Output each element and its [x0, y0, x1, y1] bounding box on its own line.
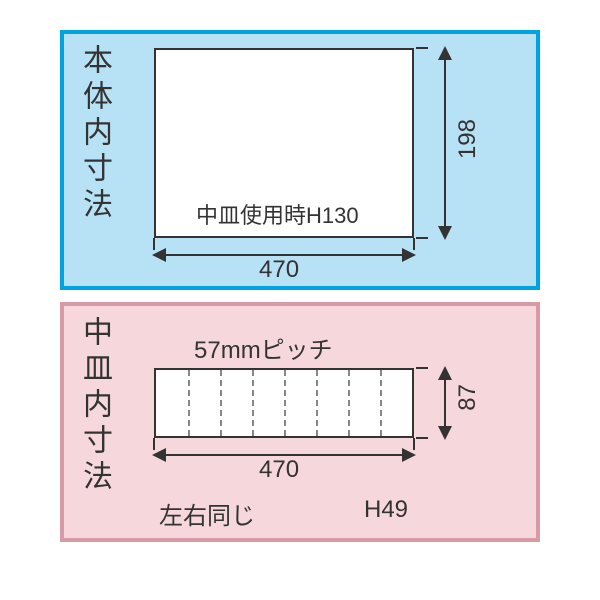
tick [413, 438, 415, 450]
tick [416, 437, 428, 439]
height-arrow [444, 368, 446, 438]
tick [413, 238, 415, 250]
panel-title: 本体内寸法 [72, 44, 116, 224]
tick [416, 367, 428, 369]
tick [153, 438, 155, 450]
note-right: H49 [364, 496, 408, 524]
main-body-panel: 本体内寸法 中皿使用時H130 470 198 [60, 30, 540, 290]
width-label: 470 [259, 256, 299, 284]
height-label: 198 [454, 119, 482, 159]
tray-panel: 中皿内寸法 57mmピッチ 470 87 左右同じ H49 [60, 302, 540, 542]
height-arrow [444, 48, 446, 238]
tick [416, 237, 428, 239]
main-body-rect: 中皿使用時H130 [154, 48, 414, 238]
panel-title: 中皿内寸法 [72, 316, 116, 496]
tick [153, 238, 155, 250]
divider [380, 370, 382, 436]
divider [220, 370, 222, 436]
divider [316, 370, 318, 436]
rect-note: 中皿使用時H130 [196, 198, 359, 230]
tick [416, 47, 428, 49]
divider [284, 370, 286, 436]
pitch-label: 57mmピッチ [194, 330, 333, 365]
height-label: 87 [454, 384, 482, 411]
divider [188, 370, 190, 436]
tray-rect [154, 368, 414, 438]
note-left: 左右同じ [159, 496, 255, 531]
divider [252, 370, 254, 436]
divider [348, 370, 350, 436]
width-label: 470 [259, 456, 299, 484]
